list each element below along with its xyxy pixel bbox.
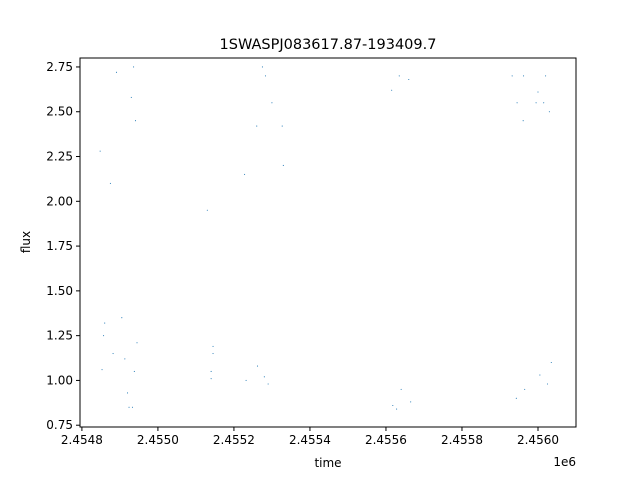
data-point <box>524 388 526 390</box>
data-point <box>523 75 525 77</box>
data-point <box>128 406 130 408</box>
x-tick-label: 2.4554 <box>289 433 331 447</box>
data-point <box>522 120 524 122</box>
y-tick-label: 1.50 <box>46 284 73 298</box>
data-point <box>99 150 101 152</box>
data-point <box>256 125 258 127</box>
y-axis-ticks: 0.75 1.00 1.25 1.50 1.75 2.00 2.25 2.50 2.75 <box>46 60 80 432</box>
x-tick-label: 2.4550 <box>137 433 179 447</box>
y-tick-label: 2.50 <box>46 105 73 119</box>
x-tick-label: 2.4560 <box>517 433 559 447</box>
data-point <box>267 383 269 385</box>
data-point <box>391 89 393 91</box>
y-tick-label: 0.75 <box>46 418 73 432</box>
data-point <box>545 75 547 77</box>
data-point <box>261 66 263 68</box>
data-point <box>511 75 513 77</box>
data-point <box>396 408 398 410</box>
x-axis-label: time <box>314 456 341 470</box>
data-point <box>212 353 214 355</box>
data-point <box>264 75 267 77</box>
y-tick-label: 2.00 <box>46 194 73 208</box>
x-tick-label: 2.4558 <box>441 433 483 447</box>
data-point <box>515 397 517 399</box>
x-tick-label: 2.4552 <box>213 433 255 447</box>
data-point <box>539 374 541 376</box>
data-point <box>543 102 545 104</box>
data-point <box>133 66 135 68</box>
data-point <box>103 335 105 337</box>
data-point <box>134 120 137 122</box>
data-point <box>282 164 284 167</box>
plot-frame <box>79 57 577 428</box>
data-point <box>400 388 402 390</box>
data-point <box>550 361 552 364</box>
y-tick-label: 1.25 <box>46 329 73 343</box>
data-point <box>410 401 412 403</box>
x-tick-label: 2.4548 <box>61 433 103 447</box>
data-point <box>263 376 265 378</box>
data-point <box>210 370 212 373</box>
y-tick-label: 1.75 <box>46 239 73 253</box>
data-point <box>206 209 208 211</box>
y-axis-label: flux <box>19 231 33 253</box>
data-point <box>124 358 126 360</box>
y-tick-label: 2.25 <box>46 150 73 164</box>
data-point <box>392 404 394 407</box>
data-point <box>109 182 111 184</box>
data-point <box>245 379 247 381</box>
data-point <box>104 322 106 324</box>
y-tick-label: 1.00 <box>46 373 73 387</box>
data-point <box>133 370 135 373</box>
data-point <box>398 75 400 77</box>
data-point <box>516 102 518 104</box>
data-point <box>212 345 214 347</box>
data-point <box>548 111 550 113</box>
data-point <box>546 383 549 385</box>
data-point <box>131 406 133 408</box>
x-axis-ticks: 2.4548 2.4550 2.4552 2.4554 2.4556 2.4558 2.45… <box>61 427 559 447</box>
x-tick-label: 2.4556 <box>365 433 407 447</box>
data-points <box>99 66 552 410</box>
data-point <box>408 78 410 81</box>
data-point <box>115 71 118 73</box>
data-point <box>535 102 537 104</box>
data-point <box>210 378 212 380</box>
data-point <box>256 365 259 367</box>
y-tick-label: 2.75 <box>46 60 73 74</box>
data-point <box>130 96 132 98</box>
data-point <box>101 369 103 371</box>
data-point <box>271 102 273 104</box>
data-point <box>121 317 123 319</box>
data-point <box>112 353 114 355</box>
x-axis-offset-label: 1e6 <box>553 455 576 469</box>
data-point <box>126 392 129 394</box>
data-point <box>537 91 539 93</box>
data-point <box>136 342 138 344</box>
chart-title: 1SWASPJ083617.87-193409.7 <box>220 37 437 53</box>
data-point <box>281 125 283 127</box>
data-point <box>244 173 246 175</box>
